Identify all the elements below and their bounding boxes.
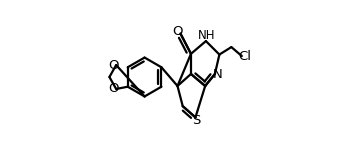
Text: N: N (213, 68, 223, 81)
Text: O: O (108, 82, 118, 95)
Text: O: O (172, 25, 183, 38)
Text: NH: NH (198, 29, 215, 42)
Text: S: S (193, 114, 201, 127)
Text: Cl: Cl (239, 50, 252, 63)
Text: O: O (108, 59, 118, 72)
